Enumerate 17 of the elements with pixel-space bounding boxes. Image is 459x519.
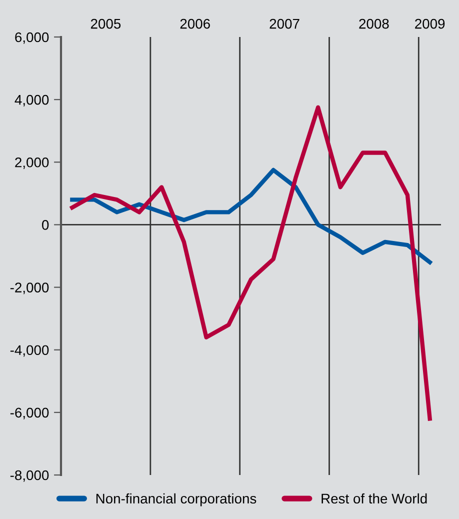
x-tick-label: 2005 <box>90 18 121 29</box>
x-tick-label: 2009 <box>415 18 445 29</box>
y-tick-label: -4,000 <box>10 345 49 357</box>
y-tick-label: 2,000 <box>15 157 49 169</box>
y-tick-label: 6,000 <box>15 32 49 44</box>
x-tick-label: 2006 <box>180 18 210 29</box>
legend-label: Rest of the World <box>322 493 427 504</box>
x-tick-label: 2008 <box>359 18 389 29</box>
line-series <box>70 105 432 421</box>
x-tick-label: 2007 <box>270 18 300 29</box>
y-tick-label: -6,000 <box>10 408 49 420</box>
y-tick-label: -2,000 <box>10 282 49 294</box>
y-tick-label: 0 <box>42 220 49 230</box>
line-series <box>70 168 432 264</box>
legend-label: Non-financial corporations <box>96 493 256 506</box>
y-tick-label: -8,000 <box>10 470 49 482</box>
y-tick-label: 4,000 <box>14 94 49 106</box>
